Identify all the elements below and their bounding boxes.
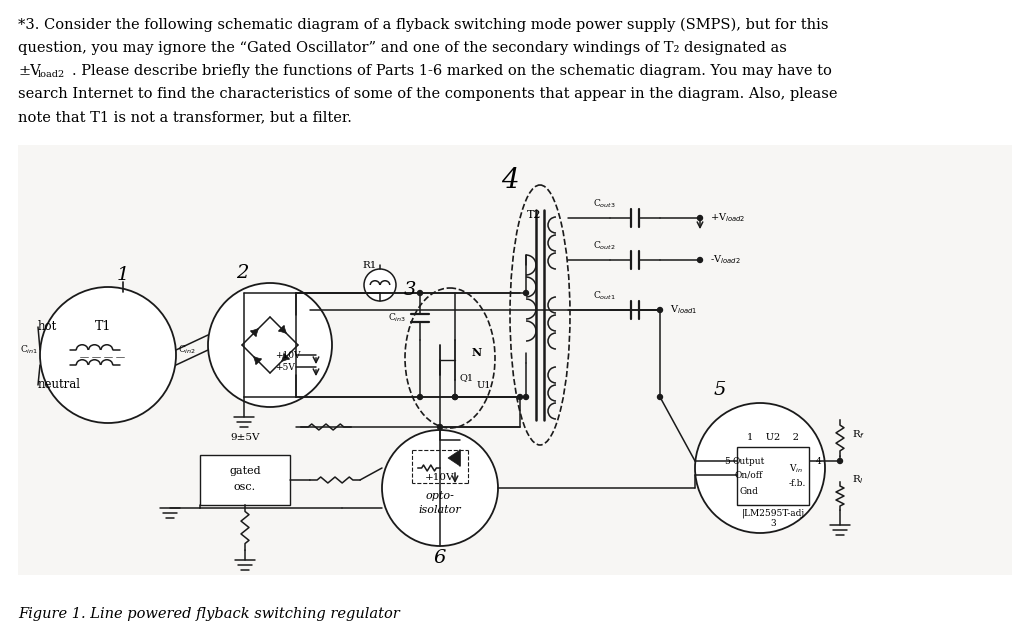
Circle shape [697, 216, 702, 220]
Text: 4: 4 [816, 456, 822, 466]
Circle shape [40, 287, 176, 423]
Text: C$_{out1}$: C$_{out1}$ [593, 290, 616, 302]
Circle shape [452, 394, 457, 399]
Text: 3: 3 [404, 281, 416, 299]
Circle shape [517, 394, 522, 399]
Polygon shape [279, 326, 286, 333]
Text: |LM2595T-adj: |LM2595T-adj [742, 508, 804, 518]
Text: Output: Output [732, 456, 765, 466]
Text: C$_{in1}$: C$_{in1}$ [20, 344, 38, 357]
Text: 4: 4 [502, 167, 519, 194]
Circle shape [657, 394, 662, 399]
Circle shape [382, 430, 497, 546]
Text: isolator: isolator [418, 505, 461, 515]
Text: +10V: +10V [275, 350, 301, 360]
Text: C$_{out2}$: C$_{out2}$ [593, 240, 616, 252]
Text: T1: T1 [95, 321, 111, 334]
Text: question, you may ignore the “Gated Oscillator” and one of the secondary winding: question, you may ignore the “Gated Osci… [18, 41, 787, 55]
Text: 6: 6 [434, 549, 446, 567]
Text: C$_{out3}$: C$_{out3}$ [593, 198, 616, 210]
Circle shape [417, 394, 422, 399]
Text: osc.: osc. [234, 482, 256, 492]
Circle shape [438, 425, 443, 430]
Text: +10V: +10V [425, 473, 455, 483]
Circle shape [417, 290, 422, 295]
Circle shape [364, 269, 396, 301]
Text: neutral: neutral [38, 379, 81, 391]
Text: 2: 2 [236, 264, 248, 282]
Circle shape [452, 394, 457, 399]
Polygon shape [448, 450, 460, 466]
Text: +5V: +5V [275, 362, 295, 372]
Text: ±V: ±V [18, 64, 41, 78]
Text: 5: 5 [714, 381, 726, 399]
Text: V$_{in}$: V$_{in}$ [789, 463, 803, 475]
Text: -V$_{load2}$: -V$_{load2}$ [710, 254, 741, 266]
Bar [737, 447, 809, 505]
Circle shape [657, 307, 662, 312]
Text: hot: hot [38, 321, 58, 334]
Polygon shape [253, 357, 261, 364]
Circle shape [523, 290, 528, 295]
Text: R1: R1 [362, 261, 376, 269]
Text: R$_l$: R$_l$ [852, 474, 864, 487]
Text: . Please describe briefly the functions of Parts 1-6 marked on the schematic dia: . Please describe briefly the functions … [72, 64, 832, 78]
Text: 1: 1 [116, 266, 129, 284]
Text: U1: U1 [477, 380, 491, 389]
Text: 5: 5 [724, 456, 730, 466]
Circle shape [695, 403, 825, 533]
Text: note that T1 is not a transformer, but a filter.: note that T1 is not a transformer, but a… [18, 110, 352, 124]
Text: opto-: opto- [425, 491, 454, 501]
Text: -f.b.: -f.b. [789, 478, 806, 488]
Text: Q1: Q1 [460, 374, 474, 382]
Bar [200, 455, 290, 505]
Polygon shape [251, 329, 259, 336]
Text: load2: load2 [38, 70, 65, 79]
Text: C$_{in2}$: C$_{in2}$ [178, 344, 196, 357]
Text: R$_f$: R$_f$ [852, 428, 865, 442]
Text: 9±5V: 9±5V [231, 432, 260, 442]
Circle shape [837, 459, 843, 464]
Text: gated: gated [230, 466, 261, 476]
Text: search Internet to find the characteristics of some of the components that appea: search Internet to find the characterist… [18, 87, 837, 101]
Circle shape [208, 283, 332, 407]
Text: *3. Consider the following schematic diagram of a flyback switching mode power s: *3. Consider the following schematic dia… [18, 18, 828, 32]
Text: V$_{load1}$: V$_{load1}$ [670, 304, 697, 316]
Circle shape [697, 257, 702, 262]
Text: T2: T2 [527, 210, 542, 220]
Text: Figure 1. Line powered flyback switching regulator: Figure 1. Line powered flyback switching… [18, 607, 400, 621]
Text: Gnd: Gnd [740, 487, 758, 495]
Circle shape [523, 394, 528, 399]
Text: C$_{in3}$: C$_{in3}$ [388, 311, 406, 324]
Bar [18, 145, 1012, 575]
Text: 3: 3 [770, 519, 776, 528]
Text: N: N [472, 346, 482, 358]
Text: 1    U2    2: 1 U2 2 [747, 432, 799, 442]
Text: On/off: On/off [734, 471, 763, 480]
Text: +V$_{load2}$: +V$_{load2}$ [710, 211, 746, 225]
Polygon shape [281, 354, 289, 362]
